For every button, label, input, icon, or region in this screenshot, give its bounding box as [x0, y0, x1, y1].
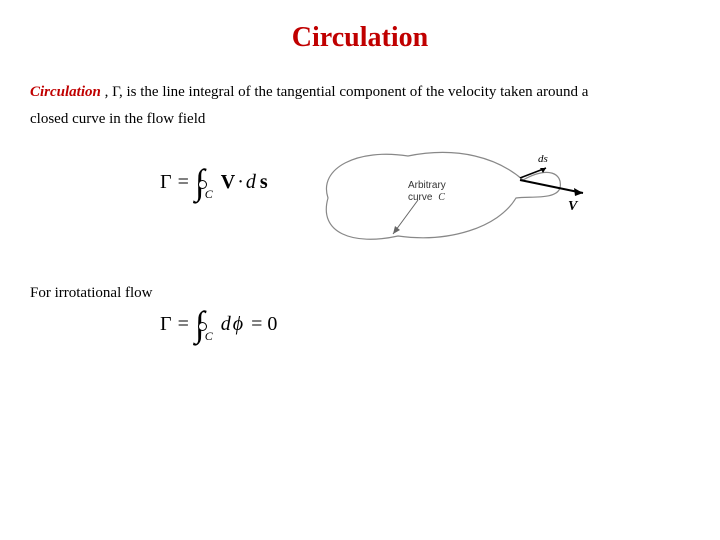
- label-pointer-head-icon: [393, 226, 400, 234]
- definition-symbol: Γ: [112, 84, 119, 100]
- equation1: Γ = ∫ C V · d s: [160, 168, 268, 197]
- eq2-integral: ∫: [195, 310, 205, 339]
- eq2-equals: =: [178, 313, 189, 336]
- eq1-s: s: [260, 171, 268, 194]
- v-label: V: [568, 199, 579, 214]
- eq1-V: V: [221, 171, 235, 194]
- eq2-sub-c: C: [205, 329, 213, 344]
- equation2: Γ = ∫ C d ϕ = 0: [160, 310, 690, 339]
- curve-label-line1: Arbitrary: [408, 180, 446, 191]
- eq1-dot: ·: [237, 171, 244, 194]
- irrotational-text: For irrotational flow: [30, 285, 690, 302]
- diagram-svg: ds V Arbitrary curve C: [298, 138, 588, 258]
- equation1-block: Γ = ∫ C V · d s: [30, 138, 268, 197]
- ds-label: ds: [538, 153, 548, 165]
- definition-rest1: , is the line integral of the tangential…: [119, 84, 588, 100]
- eq1-sub-c: C: [205, 187, 213, 202]
- eq1-equals: =: [178, 171, 189, 194]
- definition-sep1: ,: [101, 84, 112, 100]
- curve-label-line2: curve C: [408, 192, 445, 203]
- eq1-d: d: [246, 171, 256, 194]
- v-arrow-line: [520, 180, 583, 193]
- eq2-gamma: Γ: [160, 313, 172, 336]
- equation2-block: Γ = ∫ C d ϕ = 0: [30, 310, 690, 339]
- eq2-result: = 0: [251, 313, 277, 336]
- eq1-gamma: Γ: [160, 171, 172, 194]
- content-row: Γ = ∫ C V · d s ds V: [30, 138, 690, 263]
- curve-diagram: ds V Arbitrary curve C: [298, 138, 588, 263]
- eq2-d: d: [221, 313, 231, 336]
- definition-line1: Circulation , Γ, is the line integral of…: [30, 82, 690, 103]
- definition-term: Circulation: [30, 84, 101, 100]
- definition-line2: closed curve in the flow field: [30, 109, 690, 130]
- eq1-integral: ∫: [195, 168, 205, 197]
- page-title: Circulation: [30, 22, 690, 54]
- eq2-phi: ϕ: [233, 313, 243, 336]
